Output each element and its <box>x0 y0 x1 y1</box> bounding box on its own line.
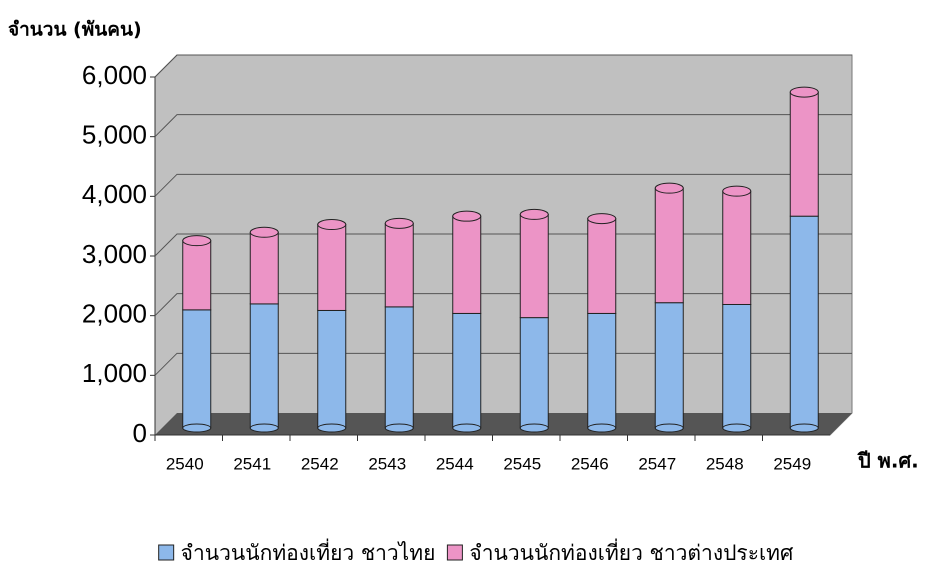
bar-segment <box>249 303 279 429</box>
bar-segment <box>587 218 617 314</box>
bar-bottom <box>182 423 212 433</box>
bar-top <box>519 208 549 220</box>
y-tick-label: 5,000 <box>82 120 147 150</box>
bar-segment <box>519 213 549 319</box>
bar-top <box>384 217 414 229</box>
grid-line <box>154 54 852 78</box>
bar-segment <box>587 312 617 429</box>
bar-bottom <box>722 423 752 433</box>
x-tick-label: 2544 <box>436 454 474 473</box>
x-tick-label: 2541 <box>233 454 271 473</box>
y-axis-label: จำนวน (พันคน) <box>8 19 142 41</box>
bar-bottom <box>654 423 684 433</box>
y-tick-label: 0 <box>133 418 147 448</box>
bar-segment <box>182 240 212 311</box>
bar-bottom <box>384 423 414 433</box>
x-tick-label: 2549 <box>773 454 811 473</box>
bar-segment <box>182 309 212 429</box>
x-tick-label: 2542 <box>301 454 339 473</box>
x-tick-label: 2546 <box>571 454 609 473</box>
bar-segment <box>452 215 482 314</box>
bar-segment <box>384 222 414 308</box>
bar-top <box>182 235 212 247</box>
y-tick-label: 4,000 <box>82 179 147 209</box>
bar-segment <box>384 306 414 429</box>
bar-segment <box>249 231 279 305</box>
bar-segment <box>317 224 347 311</box>
bar-segment <box>519 317 549 429</box>
x-axis-label: ปี พ.ศ. <box>857 449 919 473</box>
bar-bottom <box>452 423 482 433</box>
legend-swatch <box>446 544 463 561</box>
bar-bottom <box>519 423 549 433</box>
grid-line <box>154 293 852 317</box>
x-tick-label: 2547 <box>638 454 676 473</box>
bar-bottom <box>317 423 347 433</box>
legend-label: จำนวนนักท่องเที่ยว ชาวต่างประเทศ <box>469 538 794 565</box>
bar-segment <box>789 215 819 429</box>
bar-segment <box>722 190 752 305</box>
legend-label: จำนวนนักท่องเที่ยว ชาวไทย <box>181 538 436 565</box>
bar-bottom <box>587 423 617 433</box>
bar-segment <box>452 312 482 429</box>
bar-top <box>249 226 279 238</box>
legend: จำนวนนักท่องเที่ยว ชาวไทย จำนวนนักท่องเที… <box>158 538 794 565</box>
bar-bottom <box>789 423 819 433</box>
legend-swatch <box>158 544 175 561</box>
bar-segment <box>654 302 684 429</box>
x-tick-label: 2548 <box>706 454 744 473</box>
bar-segment <box>317 309 347 429</box>
bar-top <box>789 86 819 98</box>
bar-segment <box>722 303 752 429</box>
bar-segment <box>654 187 684 304</box>
y-tick-label: 2,000 <box>82 299 147 329</box>
grid-line <box>154 114 852 138</box>
y-tick-label: 3,000 <box>82 239 147 269</box>
bar-bottom <box>249 423 279 433</box>
y-tick-label: 1,000 <box>82 358 147 388</box>
grid-line <box>154 173 852 197</box>
grid-line <box>154 352 852 376</box>
grid-line <box>154 233 852 257</box>
x-tick-label: 2545 <box>503 454 541 473</box>
x-tick-label: 2543 <box>368 454 406 473</box>
x-tick-label: 2540 <box>166 454 204 473</box>
bar-top <box>587 213 617 225</box>
bar-segment <box>789 91 819 217</box>
bar-top <box>317 219 347 231</box>
bar-top <box>452 210 482 222</box>
bar-top <box>722 185 752 197</box>
y-tick-label: 6,000 <box>82 60 147 90</box>
bar-top <box>654 182 684 194</box>
